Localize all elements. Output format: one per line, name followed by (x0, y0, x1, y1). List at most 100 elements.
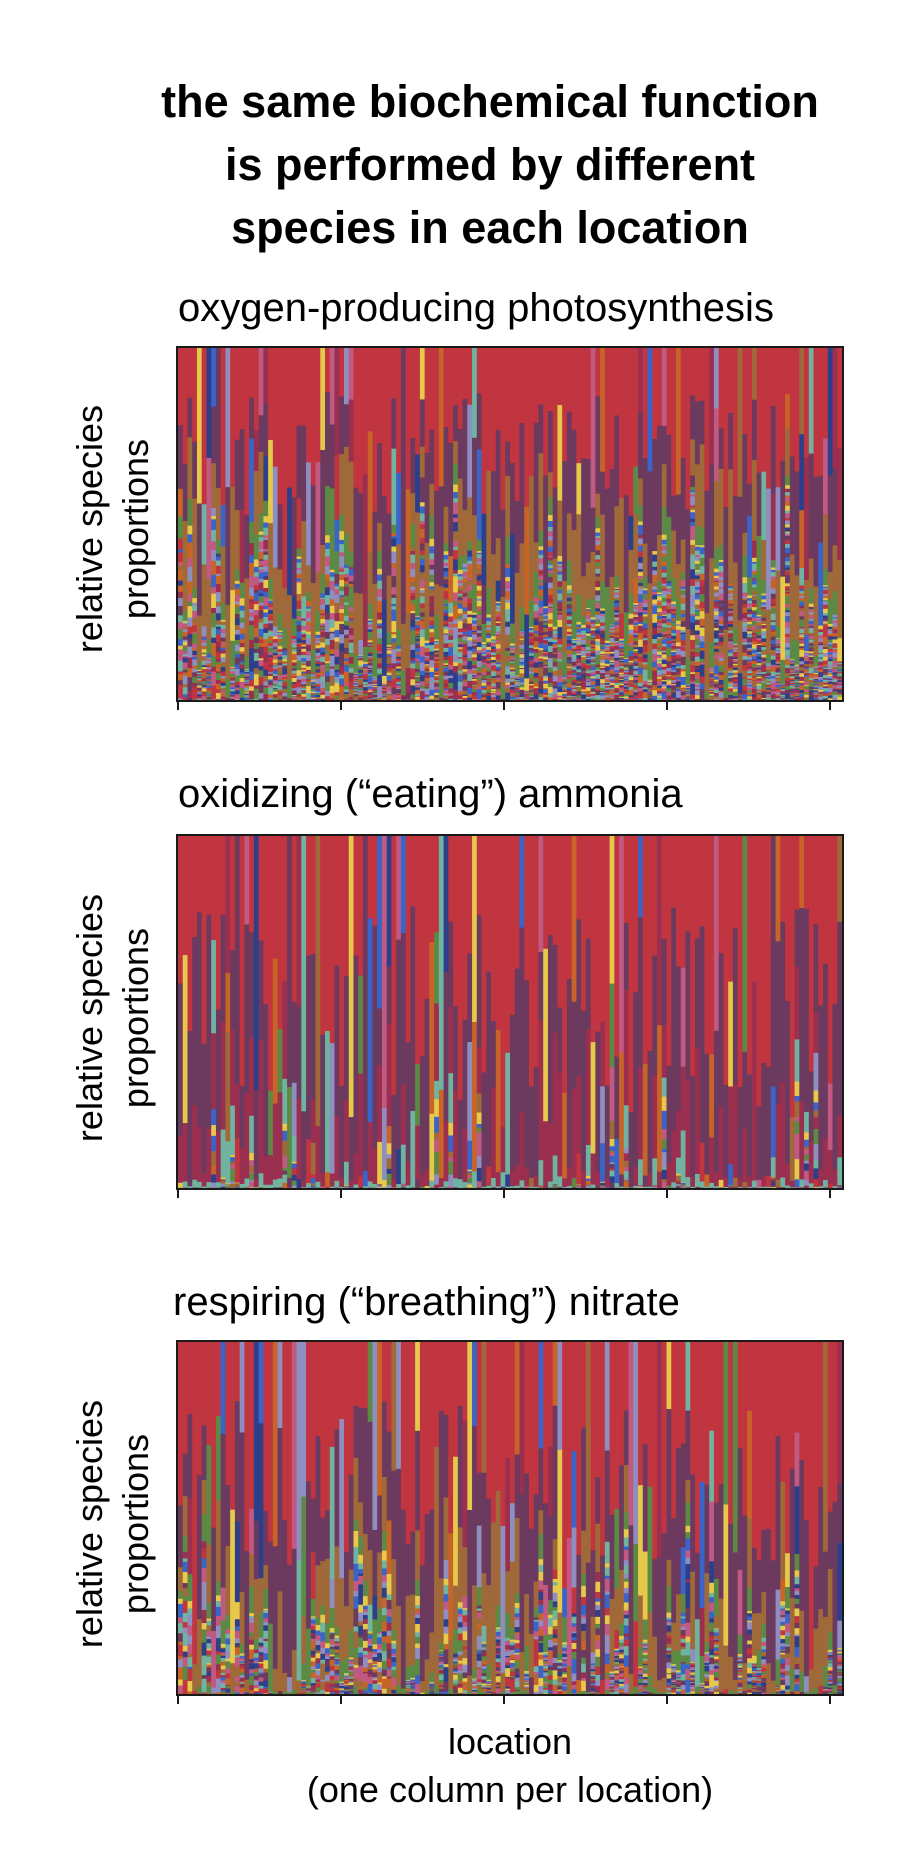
species-segment (178, 649, 184, 661)
species-segment (657, 596, 663, 601)
species-segment (547, 564, 554, 569)
species-segment (538, 564, 544, 571)
species-segment (443, 565, 449, 569)
species-segment (344, 689, 350, 693)
species-segment (178, 580, 184, 586)
species-segment (770, 593, 776, 599)
species-segment (277, 656, 283, 660)
species-segment (633, 649, 639, 652)
species-segment (182, 668, 188, 671)
species-segment (424, 542, 430, 629)
species-segment (443, 599, 449, 605)
species-segment (339, 571, 345, 575)
species-segment (657, 636, 663, 639)
species-segment (434, 681, 440, 684)
species-segment (694, 579, 701, 582)
species-segment (623, 693, 629, 696)
species-segment (718, 580, 724, 583)
species-segment (751, 648, 758, 651)
species-segment (747, 667, 753, 670)
species-segment (657, 681, 663, 686)
species-segment (239, 617, 245, 623)
species-segment (794, 692, 800, 694)
species-segment (562, 688, 568, 691)
species-segment (761, 674, 767, 678)
species-segment (633, 626, 639, 628)
species-segment (486, 681, 492, 685)
species-segment (794, 668, 800, 670)
species-segment (187, 606, 193, 618)
species-segment (690, 578, 696, 587)
species-segment (547, 672, 554, 678)
species-segment (799, 640, 805, 642)
species-segment (472, 677, 478, 680)
species-segment (272, 648, 278, 650)
species-segment (514, 691, 520, 693)
species-segment (230, 699, 236, 700)
species-segment (419, 621, 426, 627)
species-segment (562, 580, 568, 653)
species-segment (647, 687, 653, 689)
species-segment (178, 605, 184, 616)
species-segment (571, 640, 577, 644)
species-segment (462, 568, 468, 573)
species-segment (761, 612, 767, 615)
species-segment (386, 691, 392, 695)
species-segment (353, 691, 359, 693)
species-segment (505, 564, 511, 569)
species-segment (457, 600, 463, 604)
species-segment (699, 647, 705, 651)
species-segment (628, 660, 634, 663)
species-segment (652, 561, 658, 568)
species-segment (789, 677, 795, 679)
species-segment (713, 651, 720, 656)
species-segment (751, 694, 758, 697)
species-segment (410, 679, 416, 686)
species-segment (685, 686, 691, 688)
species-segment (182, 675, 188, 682)
species-segment (310, 673, 316, 675)
species-segment (685, 687, 691, 689)
species-segment (775, 687, 781, 690)
species-segment (794, 676, 800, 678)
species-segment (510, 682, 516, 686)
species-segment (491, 645, 497, 647)
species-segment (699, 660, 705, 663)
species-segment (419, 619, 426, 622)
species-segment (604, 651, 610, 653)
species-segment (747, 634, 753, 636)
species-segment (528, 673, 535, 676)
species-segment (296, 558, 302, 563)
species-segment (676, 620, 682, 625)
species-segment (472, 642, 478, 644)
species-segment (528, 660, 535, 662)
species-segment (547, 582, 554, 589)
species-segment (514, 688, 520, 691)
species-segment (619, 657, 625, 659)
species-segment (415, 627, 421, 630)
species-segment (647, 696, 653, 698)
species-segment (595, 679, 601, 687)
species-segment (263, 554, 269, 561)
species-segment (619, 659, 625, 662)
species-segment (804, 694, 810, 698)
species-segment (609, 649, 615, 653)
species-segment (657, 592, 663, 595)
species-segment (339, 672, 345, 676)
species-segment (785, 505, 791, 511)
species-segment (472, 629, 478, 632)
species-segment (277, 348, 283, 505)
species-segment (429, 429, 435, 485)
species-segment (547, 573, 554, 578)
species-segment (215, 683, 222, 687)
species-segment (344, 565, 350, 569)
species-segment (647, 681, 653, 683)
species-segment (685, 685, 691, 687)
species-segment (604, 672, 610, 675)
species-segment (547, 619, 554, 625)
species-segment (761, 602, 767, 605)
species-segment (623, 686, 629, 690)
species-segment (604, 674, 610, 677)
species-segment (661, 692, 667, 695)
species-segment (600, 649, 606, 651)
